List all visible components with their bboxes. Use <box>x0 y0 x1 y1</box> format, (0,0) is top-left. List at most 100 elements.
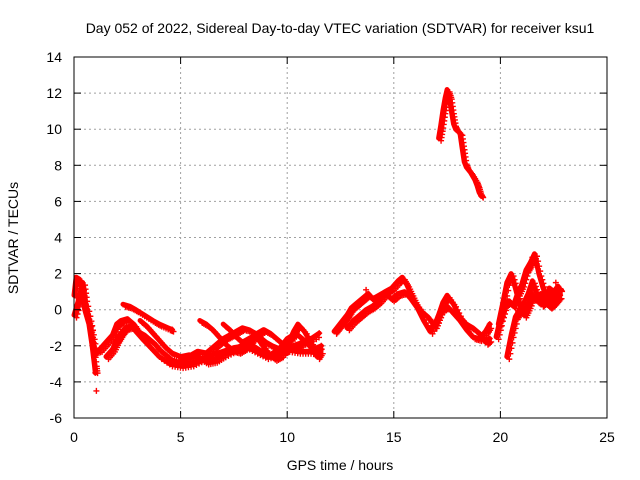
data-point-marker <box>523 276 530 283</box>
y-tick-label: -2 <box>50 338 63 354</box>
data-point-marker <box>416 307 423 314</box>
data-point-marker <box>456 310 463 317</box>
data-point-marker <box>115 326 122 333</box>
data-point-marker <box>79 291 86 298</box>
data-point-marker <box>310 341 317 348</box>
y-tick-label: 4 <box>54 230 62 246</box>
data-point-marker <box>319 350 326 357</box>
data-point-marker <box>508 345 515 352</box>
data-point-marker <box>529 254 536 261</box>
data-point-marker <box>510 334 517 341</box>
data-point-marker <box>82 304 89 311</box>
data-point-marker <box>511 276 518 283</box>
data-point-marker <box>90 331 97 338</box>
data-point-marker <box>521 283 528 290</box>
data-point-marker <box>289 338 296 345</box>
data-point-marker <box>509 339 516 346</box>
data-point-marker <box>512 325 519 332</box>
data-point-marker <box>288 341 295 348</box>
y-tick-labels: -6 -4 -2 0 2 4 6 8 10 12 14 <box>46 49 62 426</box>
data-point-marker <box>513 283 520 290</box>
data-point-marker <box>488 338 495 345</box>
data-point-marker <box>421 316 428 323</box>
data-point-marker <box>500 308 507 315</box>
data-point-marker <box>313 348 320 355</box>
data-point-marker <box>84 298 91 305</box>
data-point-marker <box>86 308 93 315</box>
data-series <box>71 87 566 394</box>
data-point-marker <box>316 330 323 337</box>
data-point-marker <box>520 306 527 313</box>
data-point-marker <box>93 387 100 394</box>
data-point-marker <box>496 331 503 338</box>
data-point-marker <box>454 306 461 313</box>
data-point-marker <box>556 297 563 304</box>
data-point-marker <box>286 345 293 352</box>
data-point-marker <box>169 326 176 333</box>
y-tick-label: 0 <box>54 302 62 318</box>
data-point-marker <box>524 273 531 280</box>
data-point-marker <box>528 302 535 309</box>
data-point-marker <box>488 325 495 332</box>
data-point-marker <box>495 336 502 343</box>
x-axis-label: GPS time / hours <box>287 457 394 473</box>
data-point-marker <box>506 356 513 363</box>
data-point-marker <box>510 273 517 280</box>
data-point-marker <box>527 305 534 312</box>
data-point-marker <box>88 318 95 325</box>
data-point-marker <box>486 335 493 342</box>
data-point-marker <box>498 318 505 325</box>
data-point-marker <box>514 287 521 294</box>
data-point-marker <box>518 299 525 306</box>
y-tick-label: 12 <box>46 85 62 101</box>
data-point-marker <box>299 340 306 347</box>
data-point-marker <box>522 280 529 287</box>
y-tick-label: 14 <box>46 49 62 65</box>
y-tick-label: 2 <box>54 266 62 282</box>
y-axis-label: SDTVAR / TECUs <box>5 182 21 294</box>
data-point-marker <box>541 283 548 290</box>
data-point-marker <box>534 253 541 260</box>
data-point-marker <box>76 303 83 310</box>
data-point-marker <box>291 334 298 341</box>
y-tick-label: 10 <box>46 121 62 137</box>
y-tick-label: 6 <box>54 193 62 209</box>
data-point-marker <box>74 311 81 318</box>
data-point-marker <box>519 303 526 310</box>
data-point-marker <box>486 321 493 328</box>
data-point-marker <box>503 298 510 305</box>
data-point-marker <box>507 350 514 357</box>
data-point-marker <box>77 300 84 307</box>
data-point-marker <box>433 317 440 324</box>
data-point-marker <box>534 286 541 293</box>
y-tick-label: -4 <box>50 374 63 390</box>
data-point-marker <box>499 313 506 320</box>
y-tick-label: 8 <box>54 157 62 173</box>
axis-ticks <box>73 56 608 419</box>
data-point-marker <box>546 293 553 300</box>
data-point-marker <box>505 287 512 294</box>
data-point-marker <box>87 313 94 320</box>
data-point-marker <box>557 286 564 293</box>
data-point-marker <box>536 263 543 270</box>
data-point-marker <box>92 369 99 376</box>
data-point-marker <box>300 343 307 350</box>
data-point-marker <box>515 291 522 298</box>
data-point-marker <box>91 336 98 343</box>
x-tick-label: 20 <box>493 429 509 445</box>
y-tick-label: -6 <box>50 410 63 426</box>
data-point-marker <box>504 292 511 299</box>
data-point-marker <box>535 258 542 265</box>
data-point-marker <box>537 268 544 275</box>
data-point-marker <box>497 323 504 330</box>
data-point-marker <box>458 131 465 138</box>
data-point-marker <box>502 303 509 310</box>
x-tick-label: 0 <box>70 429 78 445</box>
data-point-marker <box>532 283 539 290</box>
data-point-marker <box>512 280 519 287</box>
data-point-marker <box>521 309 528 316</box>
data-point-marker <box>439 311 446 318</box>
data-point-marker <box>513 320 520 327</box>
